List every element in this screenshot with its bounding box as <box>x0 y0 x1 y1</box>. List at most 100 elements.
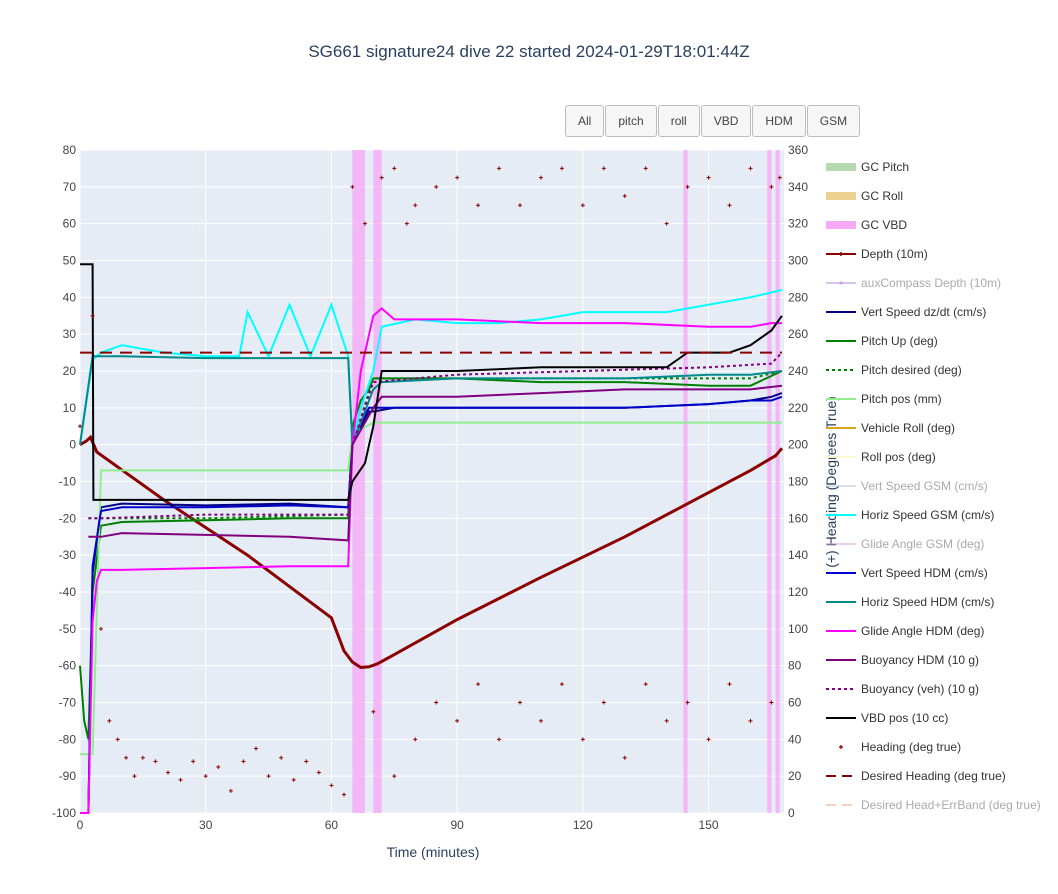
legend-label: Buoyancy (veh) (10 g) <box>861 681 980 696</box>
button-vbd[interactable]: VBD <box>700 105 752 137</box>
legend-label: VBD pos (10 cc) <box>861 710 949 725</box>
legend-item-vehicle-roll-deg[interactable]: Vehicle Roll (deg) <box>826 413 1058 442</box>
x-tick-2: 60 <box>325 818 339 832</box>
x-tick-0: 0 <box>77 818 84 832</box>
series-buoyancy-hdm-10-g <box>88 384 783 542</box>
heading-point-0 <box>78 424 82 429</box>
legend-swatch <box>826 450 856 464</box>
legend-swatch <box>826 682 856 696</box>
legend-swatch <box>826 189 856 203</box>
x-tick-3: 90 <box>450 818 464 832</box>
heading-markers <box>78 166 782 797</box>
button-hdm[interactable]: HDM <box>752 105 806 137</box>
legend-label: Horiz Speed HDM (cm/s) <box>861 594 995 609</box>
y-tick-2: 60 <box>63 217 77 231</box>
y-tick-6: 20 <box>63 364 77 378</box>
gc-bands <box>352 150 780 813</box>
heading-point-59 <box>601 700 606 705</box>
legend-item-pitch-desired-deg[interactable]: Pitch desired (deg) <box>826 355 1058 384</box>
y2-tick-2: 320 <box>788 217 808 231</box>
legend-item-glide-angle-hdm-deg[interactable]: Glide Angle HDM (deg) <box>826 616 1058 645</box>
legend-label: Heading (deg true) <box>861 739 962 754</box>
legend-label: Pitch desired (deg) <box>861 362 962 377</box>
legend-item-pitch-pos-mm[interactable]: Pitch pos (mm) <box>826 384 1058 413</box>
series-horiz-speed-hdm-cm-s <box>79 355 783 446</box>
y2-tick-9: 180 <box>788 475 808 489</box>
y2-axis-label: (+) Heading (Degrees True) <box>823 396 839 568</box>
y2-tick-11: 140 <box>788 548 808 562</box>
legend-label: GC Pitch <box>861 159 910 174</box>
legend-swatch <box>826 711 856 725</box>
x-tick-4: 120 <box>573 818 593 832</box>
heading-point-24 <box>350 184 355 189</box>
heading-point-6 <box>132 774 137 779</box>
legend-swatch <box>826 305 856 319</box>
heading-point-56 <box>538 718 543 723</box>
heading-point-41 <box>643 166 648 171</box>
x-tick-5: 150 <box>699 818 719 832</box>
heading-point-11 <box>191 759 196 764</box>
legend-item-desired-head-errband-deg-true[interactable]: Desired Head+ErrBand (deg true) <box>826 790 1058 819</box>
heading-point-64 <box>706 737 711 742</box>
x-axis-label: Time (minutes) <box>387 844 480 860</box>
legend-item-vbd-pos-10-cc[interactable]: VBD pos (10 cc) <box>826 703 1058 732</box>
y-tick-15: -70 <box>59 696 77 710</box>
heading-point-46 <box>748 166 753 171</box>
heading-point-60 <box>622 755 627 760</box>
y-tick-9: -10 <box>59 475 77 489</box>
heading-point-39 <box>601 166 606 171</box>
legend-item-desired-heading-deg-true[interactable]: Desired Heading (deg true) <box>826 761 1058 790</box>
button-all[interactable]: All <box>565 105 605 137</box>
legend-item-auxcompass-depth-10m[interactable]: auxCompass Depth (10m) <box>826 268 1058 297</box>
legend-item-horiz-speed-gsm-cm-s[interactable]: Horiz Speed GSM (cm/s) <box>826 500 1058 529</box>
legend-swatch <box>826 595 856 609</box>
legend-item-vert-speed-gsm-cm-s[interactable]: Vert Speed GSM (cm/s) <box>826 471 1058 500</box>
heading-point-44 <box>706 175 711 180</box>
heading-point-33 <box>476 203 481 208</box>
legend-item-gc-vbd[interactable]: GC VBD <box>826 210 1058 239</box>
y2-tick-15: 60 <box>788 696 802 710</box>
y2-tick-13: 100 <box>788 622 808 636</box>
heading-point-43 <box>685 184 690 189</box>
series-vbd-pos-10-cc <box>80 263 783 501</box>
legend-item-gc-roll[interactable]: GC Roll <box>826 181 1058 210</box>
button-pitch[interactable]: pitch <box>605 105 657 137</box>
button-roll[interactable]: roll <box>657 105 700 137</box>
legend-item-vert-speed-hdm-cm-s[interactable]: Vert Speed HDM (cm/s) <box>826 558 1058 587</box>
legend-item-buoyancy-hdm-10-g[interactable]: Buoyancy HDM (10 g) <box>826 645 1058 674</box>
legend-item-roll-pos-deg[interactable]: Roll pos (deg) <box>826 442 1058 471</box>
heading-point-23 <box>342 792 346 797</box>
heading-point-37 <box>559 166 564 171</box>
legend-label: Glide Angle GSM (deg) <box>861 536 985 551</box>
y2-tick-18: 0 <box>788 806 795 820</box>
legend-item-horiz-speed-hdm-cm-s[interactable]: Horiz Speed HDM (cm/s) <box>826 587 1058 616</box>
heading-point-4 <box>115 737 120 742</box>
legend-label: Desired Head+ErrBand (deg true) <box>861 797 1041 812</box>
heading-point-67 <box>769 700 774 705</box>
heading-point-36 <box>538 175 543 180</box>
y-axis-ticks: 80 70 60 50 40 30 20 10 0 -10 -20 -30 -40 -50 -60 -70 -8… <box>52 143 76 820</box>
legend-label: Pitch Up (deg) <box>861 333 938 348</box>
button-gsm[interactable]: GSM <box>806 105 861 137</box>
legend-label: Vert Speed HDM (cm/s) <box>861 565 988 580</box>
legend-label: GC Roll <box>861 188 904 203</box>
legend-item-depth-10m[interactable]: Depth (10m) <box>826 239 1058 268</box>
legend-label: Vehicle Roll (deg) <box>861 420 956 435</box>
heading-point-31 <box>434 184 439 189</box>
legend-item-vert-speed-dz-dt-cm-s[interactable]: Vert Speed dz/dt (cm/s) <box>826 297 1058 326</box>
legend-item-glide-angle-gsm-deg[interactable]: Glide Angle GSM (deg) <box>826 529 1058 558</box>
legend-swatch <box>826 276 856 290</box>
gc-vbd-band-3 <box>767 150 772 813</box>
legend-item-pitch-up-deg[interactable]: Pitch Up (deg) <box>826 326 1058 355</box>
legend-item-gc-pitch[interactable]: GC Pitch <box>826 152 1058 181</box>
legend-item-heading-deg-true[interactable]: Heading (deg true) <box>826 732 1058 761</box>
legend-item-buoyancy-veh-10-g[interactable]: Buoyancy (veh) (10 g) <box>826 674 1058 703</box>
y-tick-5: 30 <box>63 327 77 341</box>
y-tick-16: -80 <box>59 732 77 746</box>
legend-swatch <box>826 624 856 638</box>
heading-point-26 <box>371 709 376 714</box>
heading-point-9 <box>166 770 170 775</box>
y2-tick-6: 240 <box>788 364 808 378</box>
heading-point-17 <box>266 774 271 779</box>
legend-swatch <box>826 218 856 232</box>
